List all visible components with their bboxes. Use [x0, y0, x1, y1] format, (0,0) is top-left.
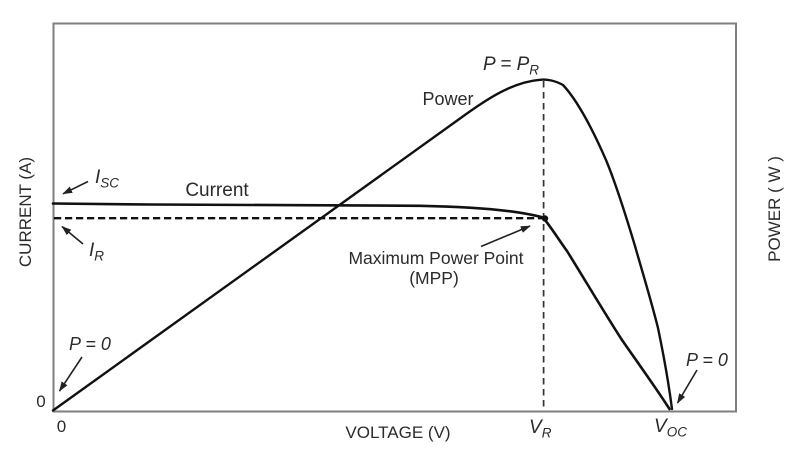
svg-text:CURRENT (A): CURRENT (A) — [16, 157, 35, 267]
svg-text:Power: Power — [422, 89, 473, 109]
svg-text:P = 0: P = 0 — [69, 334, 111, 354]
svg-text:VOC: VOC — [654, 416, 687, 440]
svg-text:Maximum Power Point: Maximum Power Point — [348, 248, 523, 268]
svg-text:0: 0 — [36, 392, 45, 411]
svg-text:0: 0 — [57, 417, 66, 436]
svg-text:VR: VR — [529, 417, 552, 441]
svg-text:IR: IR — [89, 240, 104, 264]
svg-text:Current: Current — [185, 180, 249, 201]
svg-text:(MPP): (MPP) — [409, 268, 459, 288]
svg-text:P = 0: P = 0 — [686, 350, 728, 370]
svg-text:ISC: ISC — [95, 167, 119, 191]
svg-text:P = PR: P = PR — [483, 54, 539, 78]
svg-text:VOLTAGE (V): VOLTAGE (V) — [345, 423, 450, 442]
svg-text:POWER ( W ): POWER ( W ) — [765, 156, 784, 262]
